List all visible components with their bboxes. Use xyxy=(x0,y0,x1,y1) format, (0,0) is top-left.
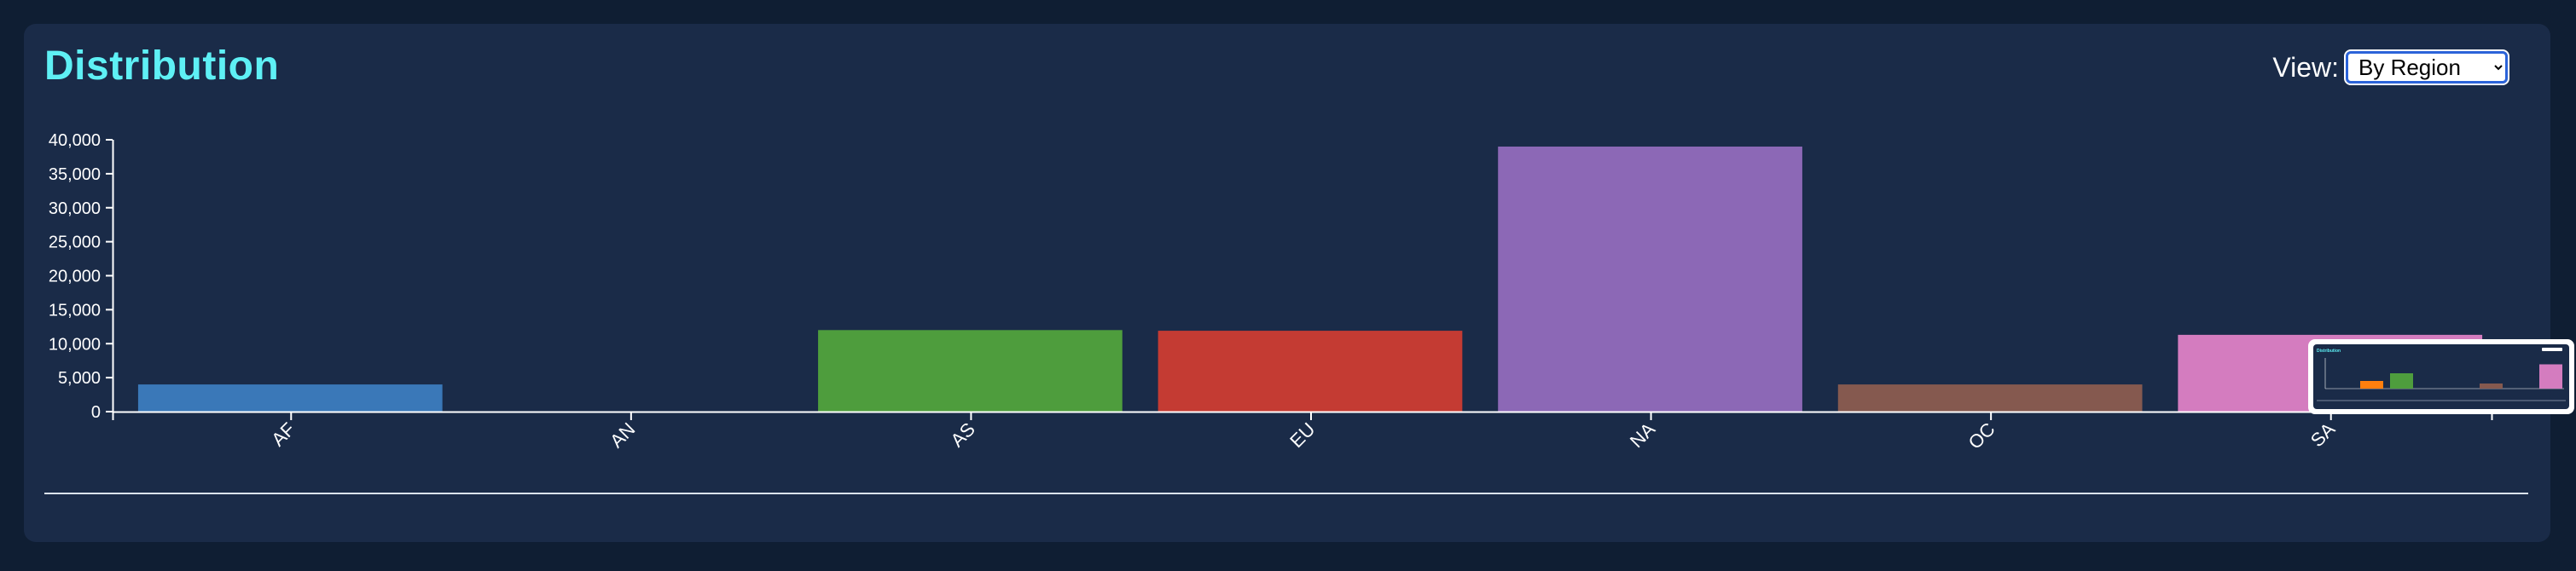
thumbnail-bar xyxy=(2480,384,2503,389)
y-tick-label: 15,000 xyxy=(49,301,101,320)
bar-af xyxy=(137,384,443,412)
bar-oc xyxy=(1837,384,2143,412)
x-tick-label: AS xyxy=(947,418,979,451)
y-tick-label: 35,000 xyxy=(49,165,101,184)
thumbnail-bar xyxy=(2390,373,2413,389)
y-tick-label: 0 xyxy=(91,403,101,422)
thumbnail-title: Distribution xyxy=(2317,349,2341,354)
x-tick-label: EU xyxy=(1285,418,1319,452)
y-tick-label: 40,000 xyxy=(49,131,101,150)
thumbnail-chart: Distribution xyxy=(2317,348,2566,401)
view-label: View: xyxy=(2272,51,2339,83)
thumbnail-bar xyxy=(2539,364,2562,389)
y-tick-label: 20,000 xyxy=(49,268,101,286)
y-tick-label: 30,000 xyxy=(49,199,101,218)
bar-chart: 0 5,000 10,000 15,000 20,000 25,000 30,000 35,0… xyxy=(49,131,2493,453)
chart-panel: Distribution View: By Region 0 5,000 10,00… xyxy=(24,24,2550,542)
bar-na xyxy=(1498,146,1802,412)
y-tick-label: 25,000 xyxy=(49,234,101,252)
x-tick-label: AF xyxy=(267,418,299,451)
y-tick-label: 10,000 xyxy=(49,335,101,354)
bar-as xyxy=(818,330,1123,412)
thumbnail-select xyxy=(2542,348,2562,351)
thumbnail-canvas: Distribution xyxy=(2313,344,2569,409)
bar-eu xyxy=(1157,331,1463,412)
bottom-divider xyxy=(44,493,2528,494)
view-control: View: By Region xyxy=(2272,49,2509,85)
x-tick-label: SA xyxy=(2306,418,2340,452)
chart-thumbnail[interactable]: Distribution xyxy=(2308,339,2574,414)
x-tick-label: AN xyxy=(606,418,639,452)
y-tick-label: 5,000 xyxy=(58,369,101,388)
x-tick-label: NA xyxy=(1626,418,1660,453)
thumbnail-bar xyxy=(2360,381,2383,389)
chart-title: Distribution xyxy=(44,43,280,89)
view-select[interactable]: By Region xyxy=(2344,49,2509,85)
x-tick-label: OC xyxy=(1964,418,1999,453)
